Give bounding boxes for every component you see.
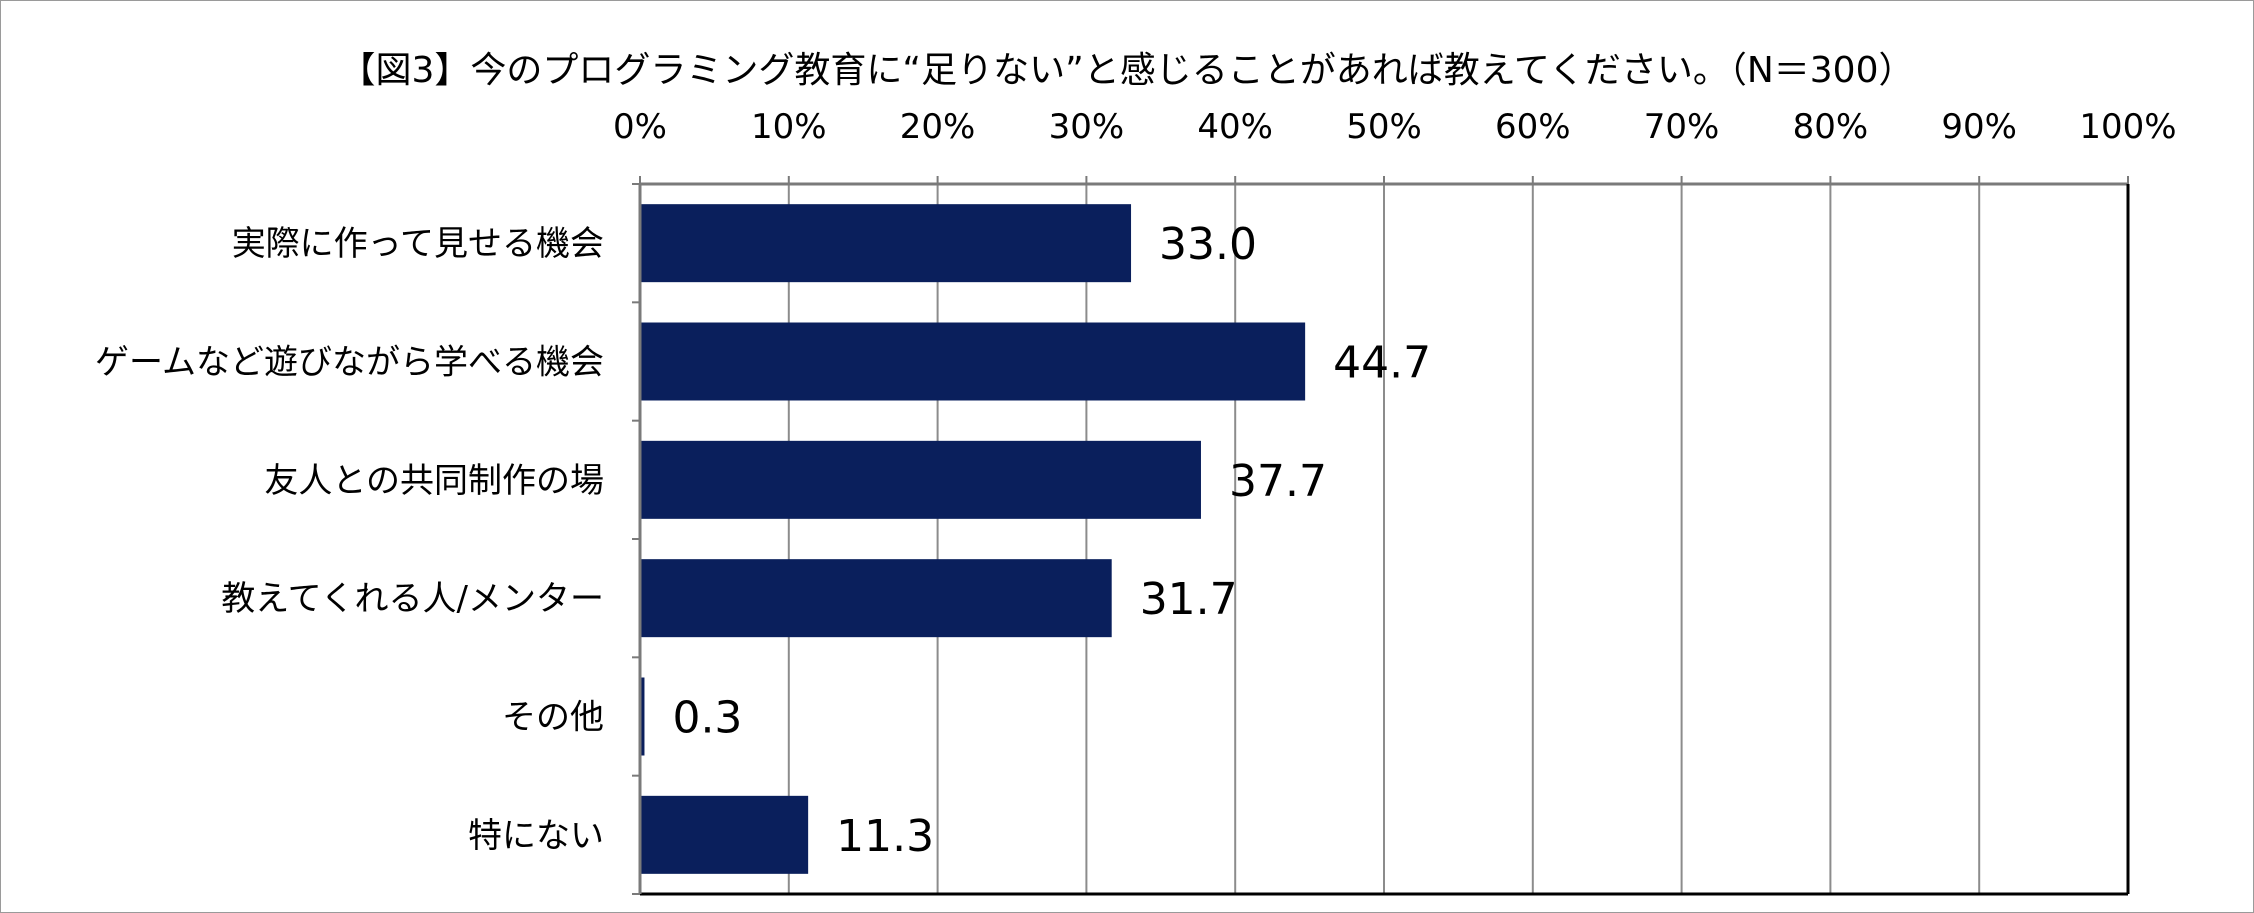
x-tick-label-5: 50% (1346, 107, 1422, 147)
x-tick-label-9: 90% (1941, 107, 2017, 147)
category-label-1: ゲームなど遊びながら学べる機会 (95, 343, 604, 383)
value-label-0: 33.0 (1159, 219, 1257, 270)
label-layer: 実際に作って見せる機会 33.0 ゲームなど遊びながら学べる機会 44.7 友人との共同… (95, 219, 1431, 862)
category-label-0: 実際に作って見せる機会 (232, 224, 604, 264)
category-label-3: 教えてくれる人/メンター (221, 579, 604, 619)
category-label-4: その他 (502, 698, 604, 738)
chart-title: 【図3】今のプログラミング教育に“足りない”と感じることがあれば教えてください。… (340, 50, 1915, 91)
value-label-5: 11.3 (836, 811, 934, 862)
value-label-1: 44.7 (1333, 338, 1431, 389)
x-tick-label-4: 40% (1197, 107, 1273, 147)
value-label-2: 37.7 (1229, 456, 1327, 507)
category-label-2: 友人との共同制作の場 (264, 461, 604, 501)
bar-5 (640, 795, 809, 874)
x-tick-label-1: 10% (751, 107, 827, 147)
bar-layer (640, 204, 1306, 874)
bar-2 (640, 440, 1201, 519)
x-tick-label-3: 30% (1049, 107, 1125, 147)
axis-layer: 0% 10% 20% 30% 40% 50% 60% 70% 80% 90% 100% (613, 107, 2177, 896)
bar-3 (640, 559, 1112, 638)
category-label-5: 特にない (468, 816, 604, 856)
x-tick-label-6: 60% (1495, 107, 1571, 147)
x-tick-label-0: 0% (613, 107, 667, 147)
bar-1 (640, 322, 1306, 401)
x-tick-label-10: 100% (2079, 107, 2176, 147)
x-tick-label-7: 70% (1644, 107, 1720, 147)
x-tick-label-2: 20% (900, 107, 976, 147)
grid-layer (639, 184, 2129, 894)
bar-0 (640, 204, 1132, 283)
value-label-4: 0.3 (672, 693, 742, 744)
bar-4 (640, 677, 645, 756)
value-label-3: 31.7 (1140, 574, 1238, 625)
x-tick-label-8: 80% (1793, 107, 1869, 147)
